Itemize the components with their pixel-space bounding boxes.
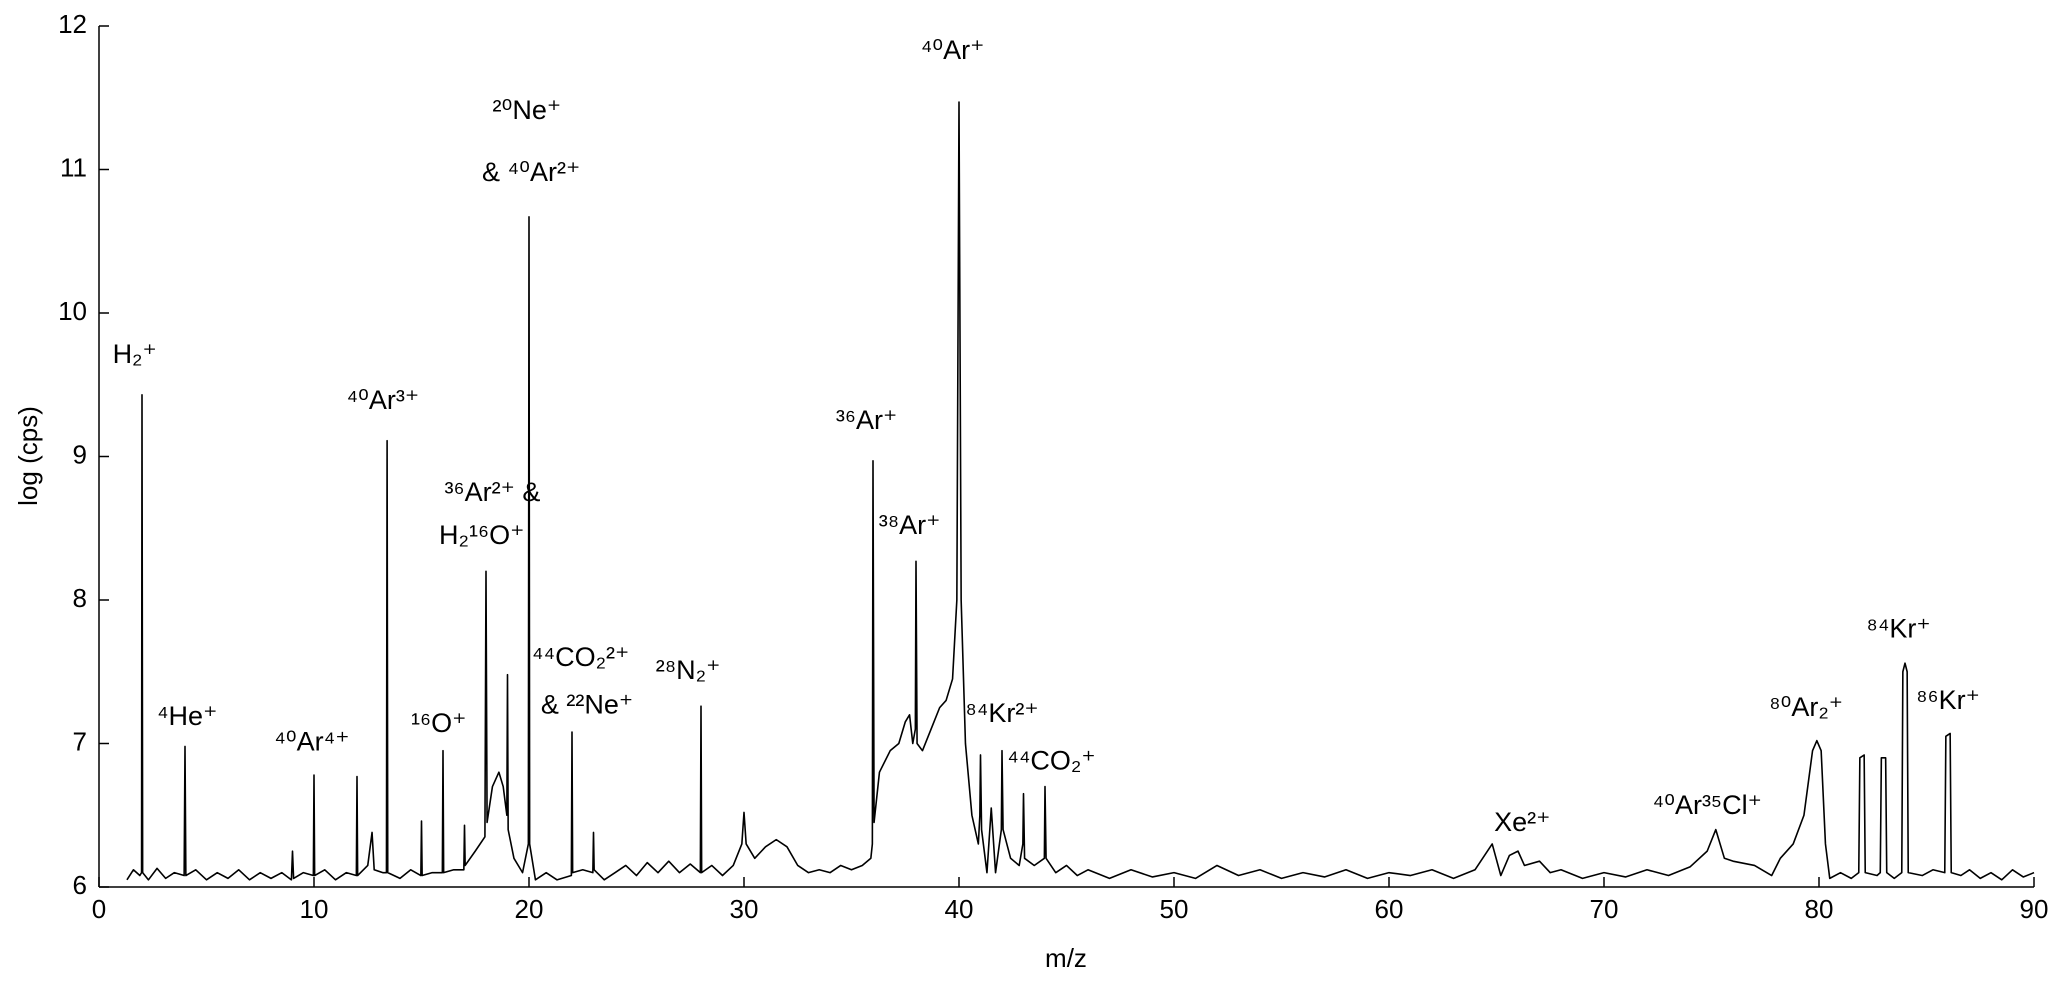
y-tick-label: 12 <box>58 9 87 39</box>
peak-annotation: ⁸⁰Ar₂⁺ <box>1769 692 1843 722</box>
y-tick-label: 8 <box>73 583 87 613</box>
peak-annotation: ⁸⁴Kr⁺ <box>1866 613 1930 643</box>
x-tick-label: 70 <box>1590 894 1619 924</box>
peak-annotation: H₂¹⁶O⁺ <box>439 520 524 550</box>
peak-annotation: & ⁴⁰Ar²⁺ <box>482 157 580 187</box>
spectrum-line <box>126 101 2035 881</box>
x-tick-label: 40 <box>945 894 974 924</box>
peak-annotation: ⁴⁴CO₂⁺ <box>1007 745 1095 775</box>
peak-annotation: ⁸⁴Kr²⁺ <box>965 698 1038 728</box>
y-tick-label: 10 <box>58 296 87 326</box>
x-tick-label: 30 <box>730 894 759 924</box>
peak-annotation: ⁴⁰Ar³⁵Cl⁺ <box>1653 790 1762 820</box>
x-tick-label: 60 <box>1375 894 1404 924</box>
x-tick-label: 50 <box>1160 894 1189 924</box>
peak-annotation: ⁴He⁺ <box>157 701 217 731</box>
y-tick-label: 9 <box>73 439 87 469</box>
x-tick-label: 80 <box>1805 894 1834 924</box>
x-tick-label: 20 <box>515 894 544 924</box>
peak-annotation: ²⁰Ne⁺ <box>493 95 562 125</box>
peak-annotation: ³⁶Ar²⁺ & <box>445 477 541 507</box>
peak-annotation: ³⁸Ar⁺ <box>879 510 941 540</box>
y-tick-label: 6 <box>73 870 87 900</box>
x-axis-label: m/z <box>1045 943 1087 973</box>
x-tick-label: 90 <box>2020 894 2049 924</box>
x-tick-label: 0 <box>92 894 106 924</box>
peak-annotation: ¹⁶O⁺ <box>411 708 466 738</box>
y-tick-label: 7 <box>73 726 87 756</box>
peak-annotation: ⁴⁴CO₂²⁺ <box>532 642 629 672</box>
x-tick-label: 10 <box>300 894 329 924</box>
peak-annotation: ⁴⁰Ar³⁺ <box>346 385 419 415</box>
peak-annotation: ⁸⁶Kr⁺ <box>1916 685 1980 715</box>
peak-annotation: ⁴⁰Ar⁺ <box>921 35 985 65</box>
peak-annotation: H₂⁺ <box>113 339 157 369</box>
peak-annotation: Xe²⁺ <box>1494 807 1550 837</box>
peak-annotation: ³⁶Ar⁺ <box>836 405 897 435</box>
peak-annotation: & ²²Ne⁺ <box>541 689 633 719</box>
peak-annotation: ²⁸N₂⁺ <box>656 655 721 685</box>
y-axis-label: log (cps) <box>13 406 43 506</box>
peak-annotation: ⁴⁰Ar⁴⁺ <box>274 727 349 757</box>
y-tick-label: 11 <box>60 152 87 182</box>
